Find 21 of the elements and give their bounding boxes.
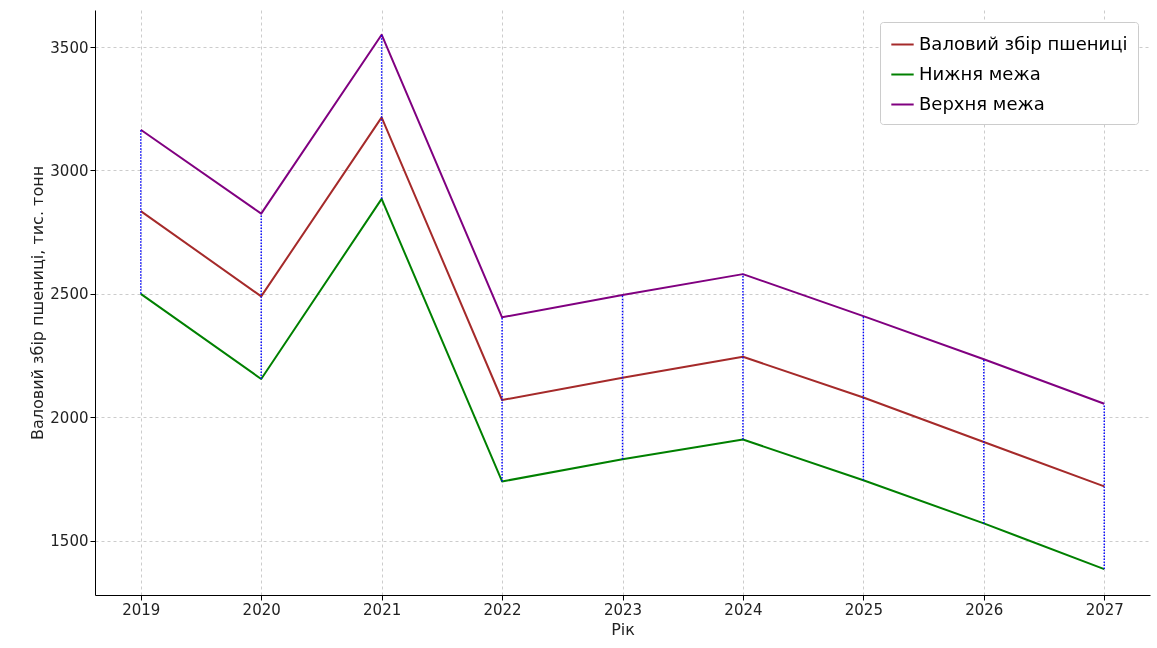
x-tick-label: 2027 bbox=[1085, 600, 1124, 619]
x-tick-label: 2024 bbox=[724, 600, 763, 619]
y-tick-label: 3000 bbox=[50, 161, 89, 180]
x-tick-label: 2023 bbox=[603, 600, 643, 619]
line-series bbox=[139, 116, 1106, 488]
legend-label: Нижня межа bbox=[919, 62, 1041, 84]
legend-label: Верхня межа bbox=[919, 92, 1045, 114]
line-series bbox=[139, 197, 1106, 571]
y-tick-label: 1500 bbox=[50, 532, 89, 551]
x-tick-label: 2019 bbox=[122, 600, 161, 619]
x-axis-title: Рік bbox=[611, 619, 636, 639]
x-tick-label: 2025 bbox=[844, 600, 883, 619]
y-tick-label: 2500 bbox=[50, 285, 89, 304]
x-tick-label: 2021 bbox=[363, 600, 402, 619]
y-axis-title: Валовий збір пшениці, тис. тонн bbox=[28, 165, 48, 441]
x-tick-label: 2020 bbox=[242, 600, 281, 619]
legend-label: Валовий збір пшениці bbox=[919, 32, 1128, 54]
x-tick-label: 2022 bbox=[483, 600, 522, 619]
x-tick-label: 2026 bbox=[965, 600, 1004, 619]
y-tick-label: 2000 bbox=[50, 408, 89, 427]
y-tick-label: 3500 bbox=[50, 38, 89, 57]
